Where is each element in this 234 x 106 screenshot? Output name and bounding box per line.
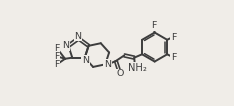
Text: O: O [116,69,124,78]
Text: N: N [74,32,81,40]
Text: F: F [54,44,59,53]
Text: NH₂: NH₂ [128,63,147,73]
Text: N: N [104,60,111,69]
Text: N: N [62,41,69,50]
Text: F: F [54,60,59,69]
Text: F: F [171,33,176,42]
Text: F: F [54,52,59,61]
Text: N: N [82,56,89,65]
Text: F: F [151,21,156,30]
Text: F: F [171,53,176,62]
